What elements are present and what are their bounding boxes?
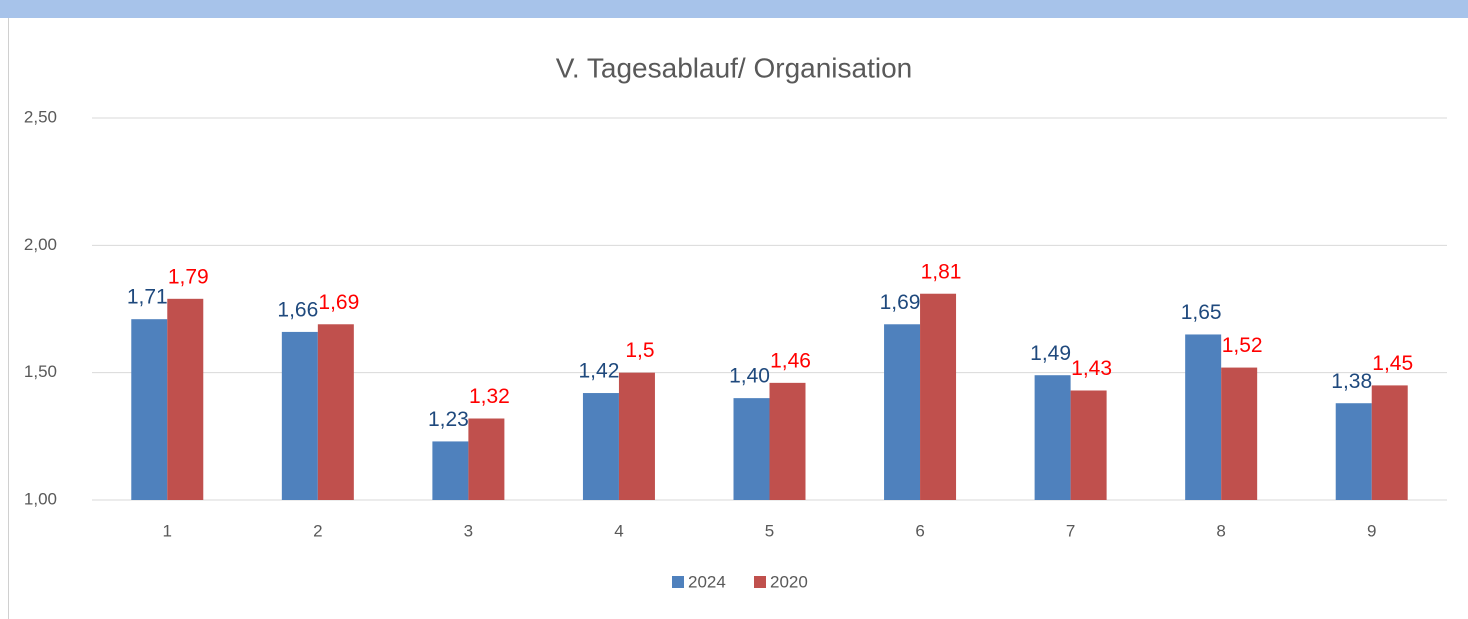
data-label: 1,52 bbox=[1222, 334, 1263, 357]
bar bbox=[167, 298, 204, 500]
top-banner bbox=[0, 0, 1468, 18]
bar bbox=[1185, 334, 1222, 500]
bar bbox=[1034, 375, 1071, 500]
data-label: 1,32 bbox=[469, 385, 510, 408]
x-tick-label: 7 bbox=[1066, 521, 1075, 540]
data-label: 1,71 bbox=[127, 286, 168, 309]
x-tick-label: 6 bbox=[915, 521, 924, 540]
bar bbox=[131, 319, 168, 500]
x-tick-label: 5 bbox=[765, 521, 774, 540]
y-tick-label: 1,50 bbox=[24, 362, 57, 381]
legend-label: 2020 bbox=[770, 572, 808, 591]
bar bbox=[1070, 390, 1107, 500]
data-label: 1,46 bbox=[770, 349, 811, 372]
y-tick-label: 1,00 bbox=[24, 489, 57, 508]
bar bbox=[884, 324, 921, 500]
data-label: 1,69 bbox=[880, 291, 921, 314]
legend-label: 2024 bbox=[688, 572, 726, 591]
data-label: 1,38 bbox=[1331, 370, 1372, 393]
data-label: 1,40 bbox=[729, 365, 770, 388]
data-label: 1,66 bbox=[277, 298, 318, 321]
bar bbox=[1371, 385, 1408, 500]
bar bbox=[432, 441, 469, 500]
bar bbox=[1221, 367, 1258, 500]
x-tick-label: 2 bbox=[313, 521, 322, 540]
y-tick-label: 2,00 bbox=[24, 235, 57, 254]
x-tick-label: 4 bbox=[614, 521, 623, 540]
x-tick-label: 3 bbox=[464, 521, 473, 540]
bar bbox=[920, 293, 957, 500]
data-label: 1,5 bbox=[625, 339, 654, 362]
data-label: 1,49 bbox=[1030, 342, 1071, 365]
data-label: 1,81 bbox=[921, 260, 962, 283]
bar bbox=[618, 372, 655, 500]
data-label: 1,79 bbox=[168, 265, 209, 288]
data-label: 1,42 bbox=[579, 360, 620, 383]
data-label: 1,69 bbox=[318, 291, 359, 314]
bar bbox=[1335, 403, 1372, 500]
data-label: 1,45 bbox=[1372, 352, 1413, 375]
x-tick-label: 9 bbox=[1367, 521, 1376, 540]
legend-swatch bbox=[672, 576, 684, 588]
bar bbox=[317, 324, 354, 500]
chart-title: V. Tagesablauf/ Organisation bbox=[556, 52, 912, 83]
bar bbox=[468, 418, 505, 500]
x-tick-label: 8 bbox=[1216, 521, 1225, 540]
bar bbox=[769, 382, 806, 500]
data-label: 1,43 bbox=[1071, 357, 1112, 380]
bar bbox=[281, 331, 318, 500]
y-tick-label: 2,50 bbox=[24, 107, 57, 126]
bar bbox=[733, 398, 770, 500]
data-label: 1,65 bbox=[1181, 301, 1222, 324]
x-tick-label: 1 bbox=[163, 521, 172, 540]
legend-swatch bbox=[754, 576, 766, 588]
data-label: 1,23 bbox=[428, 408, 469, 431]
bar bbox=[582, 393, 619, 500]
